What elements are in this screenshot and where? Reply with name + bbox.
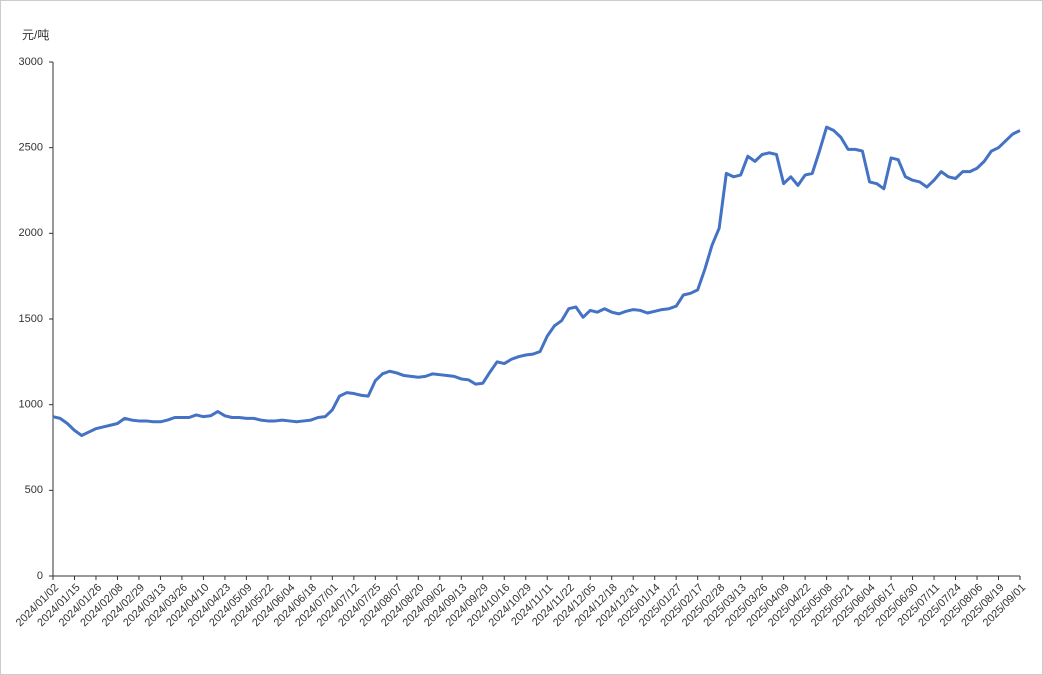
y-tick-label: 2000 [19, 227, 43, 239]
line-series [52, 125, 1021, 438]
y-tick-label: 3000 [19, 56, 43, 68]
y-tick-label: 1500 [19, 313, 43, 325]
y-tick-label: 500 [25, 484, 43, 496]
y-axis-label: 元/吨 [22, 28, 49, 42]
y-tick-label: 2500 [19, 142, 43, 154]
y-tick-label: 0 [37, 570, 43, 582]
y-tick-label: 1000 [19, 399, 43, 411]
